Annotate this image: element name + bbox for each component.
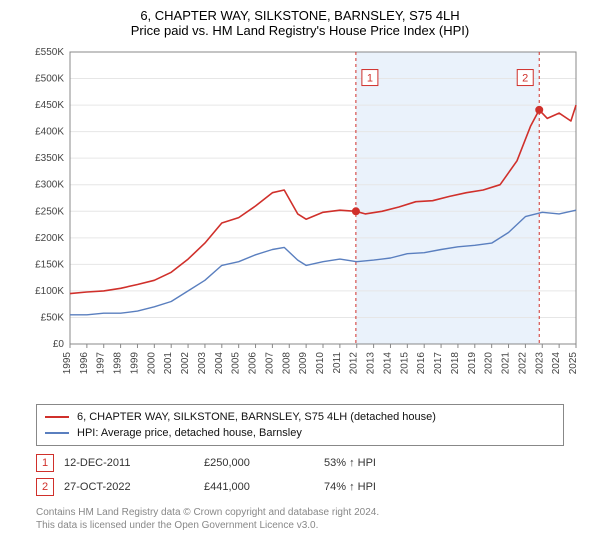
x-tick-label: 2024 — [551, 352, 562, 375]
x-tick-label: 2001 — [163, 352, 174, 375]
y-tick-label: £100K — [35, 286, 64, 297]
legend-swatch — [45, 432, 69, 434]
x-tick-label: 2021 — [501, 352, 512, 375]
x-tick-label: 2018 — [450, 352, 461, 375]
shade-band — [356, 52, 539, 344]
y-tick-label: £0 — [53, 339, 65, 350]
chart-title-sub: Price paid vs. HM Land Registry's House … — [0, 23, 600, 38]
marker-badge-label: 1 — [367, 73, 373, 85]
x-tick-label: 1995 — [62, 352, 73, 375]
x-tick-label: 2017 — [433, 352, 444, 375]
y-tick-label: £300K — [35, 180, 64, 191]
legend-box: 6, CHAPTER WAY, SILKSTONE, BARNSLEY, S75… — [36, 404, 564, 446]
x-tick-label: 1998 — [113, 352, 124, 375]
x-tick-label: 2025 — [568, 352, 579, 375]
footer-line-2: This data is licensed under the Open Gov… — [36, 519, 564, 532]
x-tick-label: 1996 — [79, 352, 90, 375]
legend-label: 6, CHAPTER WAY, SILKSTONE, BARNSLEY, S75… — [77, 411, 436, 423]
table-marker-price: £441,000 — [204, 481, 324, 493]
x-tick-label: 2012 — [349, 352, 360, 375]
x-tick-label: 2020 — [484, 352, 495, 375]
x-tick-label: 2014 — [382, 352, 393, 375]
table-marker-date: 12-DEC-2011 — [64, 457, 204, 469]
table-marker-delta: 74% ↑ HPI — [324, 481, 444, 493]
x-tick-label: 2015 — [399, 352, 410, 375]
x-tick-label: 2023 — [534, 352, 545, 375]
table-marker-badge: 1 — [36, 454, 54, 472]
x-tick-label: 2013 — [366, 352, 377, 375]
chart-svg: £0 £50K £100K £150K £200K £250K £300K £350K £400… — [20, 44, 580, 394]
x-tick-label: 2004 — [214, 352, 225, 375]
y-tick-label: £400K — [35, 127, 64, 138]
marker-table: 1 12-DEC-2011£250,00053% ↑ HPI 2 27-OCT-202… — [36, 454, 564, 496]
table-marker-delta: 53% ↑ HPI — [324, 457, 444, 469]
legend-label: HPI: Average price, detached house, Barn… — [77, 427, 302, 439]
x-tick-label: 2022 — [517, 352, 528, 375]
y-tick-label: £500K — [35, 74, 64, 85]
y-tick-label: £250K — [35, 206, 64, 217]
x-tick-label: 2006 — [248, 352, 259, 375]
marker-badge-label: 2 — [522, 73, 528, 85]
x-tick-label: 2005 — [231, 352, 242, 375]
x-tick-label: 2016 — [416, 352, 427, 375]
x-tick-label: 1997 — [96, 352, 107, 375]
x-tick-label: 2002 — [180, 352, 191, 375]
y-tick-label: £200K — [35, 233, 64, 244]
legend-swatch — [45, 416, 69, 418]
x-tick-label: 2000 — [146, 352, 157, 375]
x-tick-label: 2009 — [298, 352, 309, 375]
series-marker-property — [535, 106, 543, 114]
x-tick-label: 2003 — [197, 352, 208, 375]
y-tick-label: £450K — [35, 100, 64, 111]
x-tick-label: 2019 — [467, 352, 478, 375]
y-tick-label: £550K — [35, 47, 64, 58]
table-marker-badge: 2 — [36, 478, 54, 496]
series-marker-property — [352, 207, 360, 215]
chart-title-block: 6, CHAPTER WAY, SILKSTONE, BARNSLEY, S75… — [0, 0, 600, 44]
x-tick-label: 2010 — [315, 352, 326, 375]
footer-attribution: Contains HM Land Registry data © Crown c… — [36, 506, 564, 532]
footer-line-1: Contains HM Land Registry data © Crown c… — [36, 506, 564, 519]
x-tick-label: 1999 — [129, 352, 140, 375]
chart-title-main: 6, CHAPTER WAY, SILKSTONE, BARNSLEY, S75… — [0, 8, 600, 23]
x-tick-label: 2008 — [281, 352, 292, 375]
y-tick-label: £350K — [35, 153, 64, 164]
x-tick-label: 2007 — [264, 352, 275, 375]
x-tick-label: 2011 — [332, 352, 343, 374]
legend-row: 6, CHAPTER WAY, SILKSTONE, BARNSLEY, S75… — [45, 409, 555, 425]
table-marker-price: £250,000 — [204, 457, 324, 469]
chart-area: £0 £50K £100K £150K £200K £250K £300K £350K £400… — [20, 44, 580, 394]
table-marker-date: 27-OCT-2022 — [64, 481, 204, 493]
y-tick-label: £150K — [35, 259, 64, 270]
legend-row: HPI: Average price, detached house, Barn… — [45, 425, 555, 441]
y-tick-label: £50K — [41, 312, 65, 323]
